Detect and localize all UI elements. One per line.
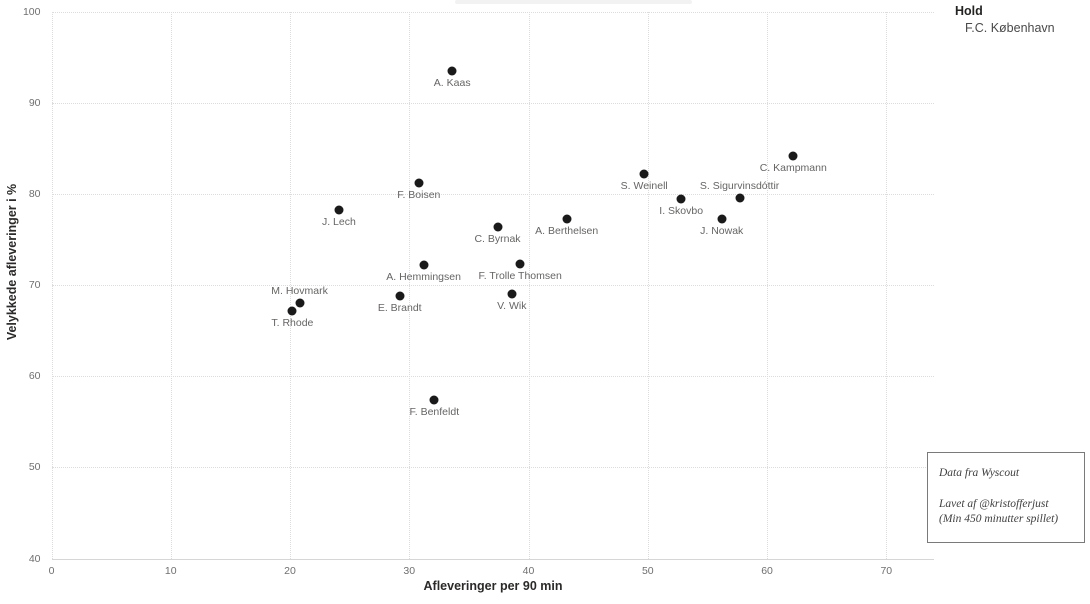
gridline-y bbox=[51, 102, 934, 104]
gridline-x bbox=[886, 11, 888, 559]
gridline-x bbox=[647, 11, 649, 559]
data-point[interactable] bbox=[295, 298, 305, 308]
legend-item-label: F.C. København bbox=[965, 21, 1055, 35]
data-point[interactable] bbox=[735, 193, 745, 203]
data-point[interactable] bbox=[676, 194, 686, 204]
data-point-label: S. Sigurvinsdóttir bbox=[699, 180, 780, 193]
y-tick-label: 60 bbox=[28, 370, 41, 383]
data-point-label: C. Byrnak bbox=[474, 232, 521, 245]
data-point-label: A. Kaas bbox=[433, 76, 471, 89]
gridline-x bbox=[170, 11, 172, 559]
series-marker-icon bbox=[955, 24, 963, 32]
y-tick-label: 70 bbox=[28, 279, 41, 291]
data-point[interactable] bbox=[639, 169, 649, 179]
y-tick-label: 90 bbox=[28, 96, 41, 109]
annotation-box: Data fra Wyscout Lavet af @kristofferjus… bbox=[927, 452, 1085, 543]
data-point[interactable] bbox=[507, 289, 517, 299]
data-point[interactable] bbox=[414, 178, 424, 188]
annotation-spacer bbox=[939, 481, 1078, 497]
data-point[interactable] bbox=[562, 214, 572, 224]
data-point[interactable] bbox=[788, 151, 798, 161]
data-point[interactable] bbox=[419, 260, 429, 270]
data-point[interactable] bbox=[287, 306, 297, 316]
gridline-y bbox=[51, 193, 934, 195]
data-point[interactable] bbox=[334, 205, 344, 215]
y-axis-title: Velykkede afleveringer i % bbox=[5, 183, 19, 341]
x-tick-label: 10 bbox=[164, 564, 177, 577]
data-point-label: M. Hovmark bbox=[271, 285, 328, 298]
data-point-label: C. Kampmann bbox=[759, 161, 827, 174]
data-point[interactable] bbox=[429, 395, 439, 405]
data-point-label: T. Rhode bbox=[271, 317, 314, 330]
data-point-label: A. Hemmingsen bbox=[386, 270, 461, 283]
gridline-x bbox=[51, 11, 53, 559]
gridline-y bbox=[51, 376, 934, 378]
x-tick-label: 40 bbox=[522, 564, 535, 577]
gridline-x bbox=[767, 11, 769, 559]
y-tick-label: 100 bbox=[22, 5, 41, 18]
legend-title: Hold bbox=[955, 4, 983, 18]
data-point[interactable] bbox=[493, 222, 503, 232]
y-tick-label: 50 bbox=[28, 461, 41, 474]
x-axis-line bbox=[51, 558, 934, 560]
gridline-x bbox=[409, 11, 411, 559]
annotation-line-source: Data fra Wyscout bbox=[939, 467, 1020, 479]
gridline-y bbox=[51, 285, 934, 286]
x-axis-title: Afleveringer per 90 min bbox=[423, 579, 563, 593]
gridline-x bbox=[528, 11, 530, 559]
legend-item-fc-kobenhavn[interactable]: F.C. København bbox=[955, 21, 1055, 35]
y-tick-label: 80 bbox=[28, 187, 41, 200]
data-point[interactable] bbox=[717, 214, 727, 224]
x-tick-label: 60 bbox=[761, 564, 773, 577]
data-point-label: V. Wik bbox=[497, 300, 527, 313]
data-point-label: J. Lech bbox=[321, 216, 356, 229]
data-point-label: E. Brandt bbox=[377, 301, 422, 314]
gridline-y bbox=[51, 467, 934, 469]
y-tick-label: 40 bbox=[28, 552, 41, 565]
x-tick-label: 30 bbox=[403, 564, 416, 577]
annotation-line-filter: (Min 450 minutter spillet) bbox=[939, 512, 1059, 525]
data-point-label: F. Trolle Thomsen bbox=[478, 270, 562, 283]
data-point-label: J. Nowak bbox=[700, 225, 744, 238]
data-point-label: I. Skovbo bbox=[659, 205, 704, 218]
data-point[interactable] bbox=[395, 291, 405, 301]
x-tick-label: 20 bbox=[284, 564, 296, 577]
data-point-label: F. Boisen bbox=[397, 188, 441, 201]
x-tick-label: 0 bbox=[48, 564, 55, 577]
data-point-label: F. Benfeldt bbox=[409, 405, 460, 418]
data-point-label: S. Weinell bbox=[620, 179, 668, 192]
data-point[interactable] bbox=[515, 259, 525, 269]
visual-scroll-indicator[interactable] bbox=[455, 0, 692, 4]
annotation-line-author: Lavet af @kristofferjust bbox=[939, 497, 1049, 510]
legend: Hold F.C. København bbox=[955, 4, 1055, 35]
x-tick-label: 70 bbox=[880, 564, 893, 577]
gridline-x bbox=[290, 11, 291, 559]
data-point[interactable] bbox=[447, 66, 457, 76]
data-point-label: A. Berthelsen bbox=[535, 225, 599, 238]
gridline-y bbox=[51, 11, 934, 13]
x-tick-label: 50 bbox=[641, 564, 654, 577]
